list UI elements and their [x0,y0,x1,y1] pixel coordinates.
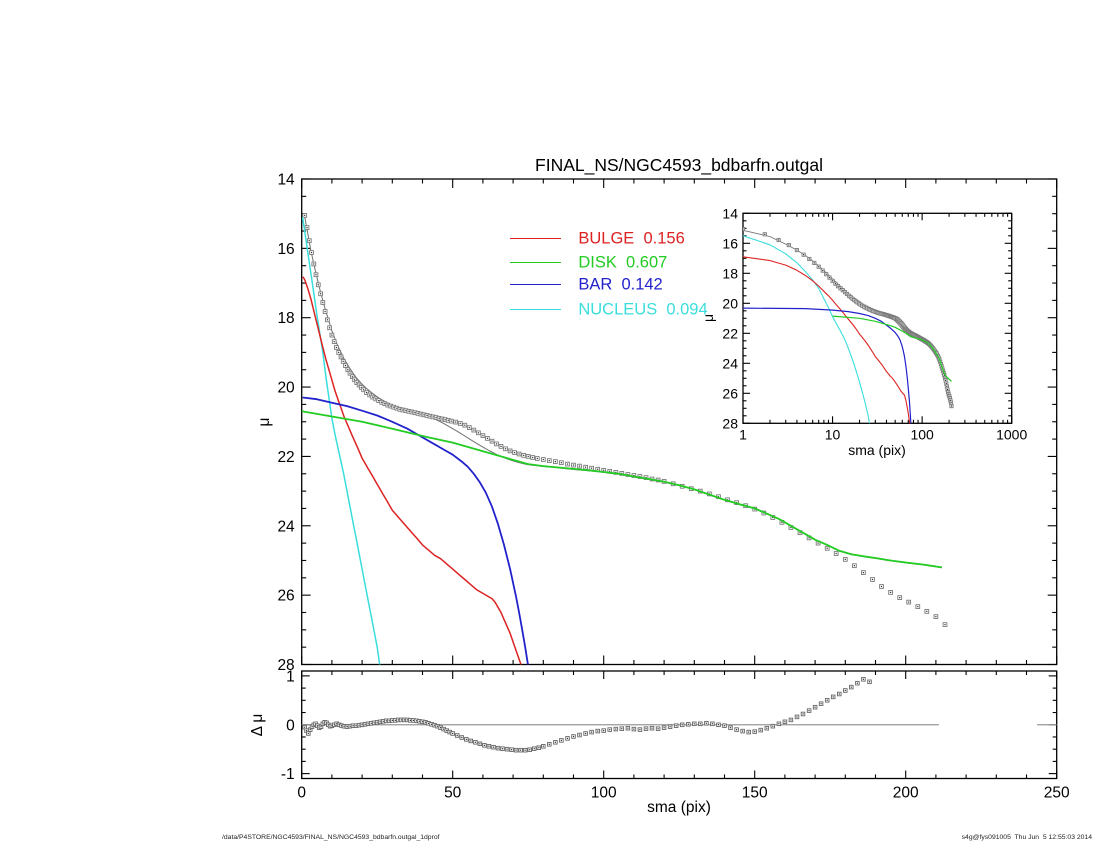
disk-line [301,410,943,569]
svg-text:24: 24 [722,355,738,371]
svg-text:0: 0 [286,717,295,734]
legend-item-nucleus: NUCLEUS 0.094 [492,279,708,318]
legend-label-bulge: BULGE 0.156 [578,229,685,248]
legend-item-disk: DISK 0.607 [492,232,667,271]
legend-label-disk: DISK 0.607 [578,253,668,272]
inset-nucleus-line [743,235,871,424]
x-axis-label: sma (pix) [647,799,711,816]
residual-plot-ticks: 0 50 100 150 200 250-101 [281,668,1070,801]
svg-text:1: 1 [286,668,295,685]
svg-text:24: 24 [277,518,295,535]
inset-bar-line [743,307,912,424]
legend-label-bar: BAR 0.142 [578,275,663,294]
svg-text:16: 16 [277,241,294,258]
footer-user-timestamp: s4g@fys091005 Thu Jun 5 12:55:03 2014 [961,834,1092,841]
inset-bulge-line [743,256,911,424]
residual-points [302,677,872,753]
svg-text:18: 18 [722,265,738,281]
footer-path-text: /data/P4STORE/NGC4593/FINAL_NS/NGC4593_b… [222,834,440,841]
svg-text:200: 200 [893,785,919,802]
page-title: FINAL_NS/NGC4593_bdbarfn.outgal [535,155,823,175]
svg-text:14: 14 [722,205,738,221]
svg-text:100: 100 [910,426,934,442]
legend-item-bulge: BULGE 0.156 [492,208,685,248]
svg-text:18: 18 [277,310,294,327]
bar-line [302,396,529,665]
main-plot-ticks: 14 16 18 20 22 24 26 28 [277,172,1058,674]
svg-text:10: 10 [825,426,841,442]
svg-text:26: 26 [277,588,294,605]
svg-text:1000: 1000 [996,426,1027,442]
main-plot-frame [301,178,1058,666]
svg-text:0: 0 [297,785,306,802]
inset-plot-ticks: 1 10 100 1000 14 16 18 20 22 24 26 28 [722,205,1027,442]
inset-plot-frame [742,212,1013,424]
legend-label-nucleus: NUCLEUS 0.094 [578,300,708,319]
svg-text:26: 26 [722,385,738,401]
main-y-axis-label: μ [256,417,273,427]
main-plot-series [301,213,948,665]
svg-text:20: 20 [722,295,738,311]
legend-item-bar: BAR 0.142 [492,254,663,293]
svg-text:28: 28 [722,415,738,431]
inset-model-total-line [743,229,952,382]
svg-text:28: 28 [277,657,294,674]
svg-text:20: 20 [277,380,295,397]
inset-x-axis-label: sma (pix) [848,442,906,458]
legend-line-bulge [510,238,562,240]
legend-line-bar [510,283,562,285]
svg-text:14: 14 [277,172,295,189]
svg-text:250: 250 [1044,785,1070,802]
svg-text:22: 22 [722,325,738,341]
svg-text:1: 1 [739,426,747,442]
nucleus-line [301,216,381,665]
svg-text:22: 22 [277,449,294,466]
svg-text:50: 50 [444,785,462,802]
legend-line-nucleus [510,308,562,310]
legend-line-disk [510,261,562,263]
svg-text:150: 150 [742,785,768,802]
svg-text:-1: -1 [281,766,295,783]
inset-disk-line [832,315,952,382]
svg-text:100: 100 [591,785,617,802]
residual-y-axis-label: Δ μ [249,713,266,737]
svg-text:16: 16 [722,235,738,251]
bulge-line [302,276,522,665]
inset-plot-series [743,227,954,424]
